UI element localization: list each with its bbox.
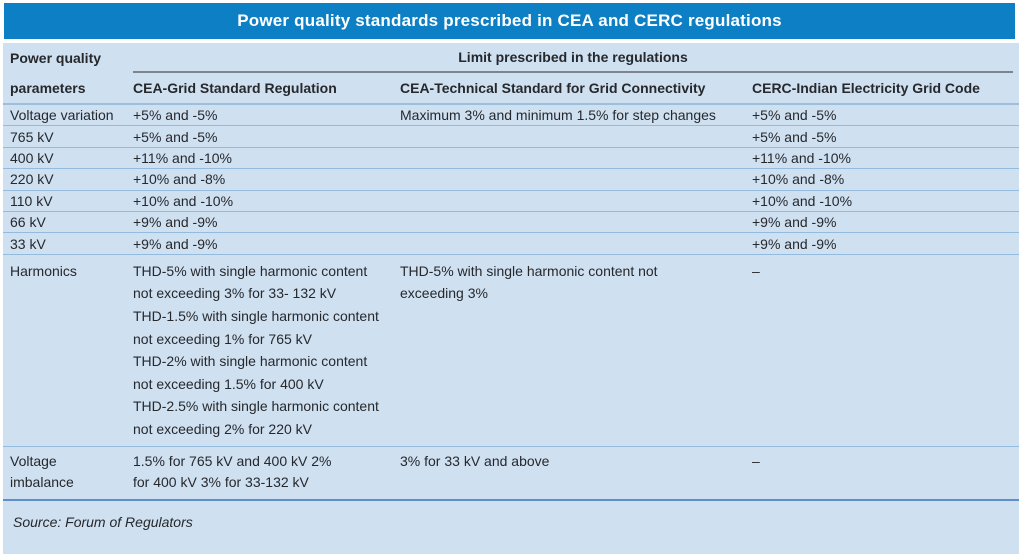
header-param-line1: Power quality bbox=[10, 50, 102, 66]
cell-cea-technical: Maximum 3% and minimum 1.5% for step cha… bbox=[400, 107, 716, 124]
table-row-voltage-variation: Voltage variation +5% and -5% Maximum 3%… bbox=[3, 105, 1019, 127]
header-param-line2: parameters bbox=[10, 80, 86, 96]
cell-cerc: – bbox=[752, 262, 760, 279]
header-row-top: Power quality Limit prescribed in the re… bbox=[3, 43, 1019, 73]
cell-cerc: +9% and -9% bbox=[752, 214, 837, 231]
table-row-400kv: 400 kV +11% and -10% +11% and -10% bbox=[3, 148, 1019, 170]
cell-cerc: +9% and -9% bbox=[752, 235, 837, 252]
table-row-765kv: 765 kV +5% and -5% +5% and -5% bbox=[3, 126, 1019, 148]
cell-cea-grid: +5% and -5% bbox=[133, 128, 218, 145]
cell-cea-grid: +10% and -10% bbox=[133, 192, 234, 209]
cell-cerc: – bbox=[752, 453, 760, 470]
table-row-220kv: 220 kV +10% and -8% +10% and -8% bbox=[3, 169, 1019, 191]
source-note: Source: Forum of Regulators bbox=[13, 514, 193, 531]
cell-cerc: +11% and -10% bbox=[752, 149, 851, 166]
cell-cerc: +5% and -5% bbox=[752, 128, 837, 145]
cell-cea-technical: THD-5% with single harmonic content not … bbox=[400, 262, 658, 302]
cell-cea-technical bbox=[400, 169, 752, 189]
row-param: 765 kV bbox=[10, 128, 54, 145]
row-param: 400 kV bbox=[10, 149, 54, 166]
row-param: Voltage imbalance bbox=[10, 453, 74, 491]
cell-cea-technical: 3% for 33 kV and above bbox=[400, 453, 550, 470]
table-row-voltage-imbalance: Voltage imbalance 1.5% for 765 kV and 40… bbox=[3, 447, 1019, 502]
cell-cea-grid: 1.5% for 765 kV and 400 kV 2% for 400 kV… bbox=[133, 453, 332, 491]
cell-cerc: +5% and -5% bbox=[752, 107, 837, 124]
title-bar: Power quality standards prescribed in CE… bbox=[4, 3, 1015, 39]
cell-cea-technical bbox=[400, 212, 752, 232]
page-title: Power quality standards prescribed in CE… bbox=[237, 11, 782, 30]
table-row-harmonics: Harmonics THD-5% with single harmonic co… bbox=[3, 255, 1019, 448]
column-header-cerc: CERC-Indian Electricity Grid Code bbox=[752, 80, 980, 96]
cell-cea-grid: +9% and -9% bbox=[133, 235, 218, 252]
cell-cea-technical bbox=[400, 191, 752, 211]
table: Power quality Limit prescribed in the re… bbox=[3, 43, 1019, 554]
cell-cerc: +10% and -8% bbox=[752, 171, 845, 188]
table-row-33kv: 33 kV +9% and -9% +9% and -9% bbox=[3, 233, 1019, 255]
header-limit-span: Limit prescribed in the regulations bbox=[133, 43, 1013, 73]
cell-cea-grid: +10% and -8% bbox=[133, 171, 226, 188]
cell-cea-technical bbox=[400, 126, 752, 146]
header-row-columns: parameters CEA-Grid Standard Regulation … bbox=[3, 73, 1019, 105]
row-param: 110 kV bbox=[10, 192, 53, 209]
row-param: 66 kV bbox=[10, 214, 46, 231]
table-row-110kv: 110 kV +10% and -10% +10% and -10% bbox=[3, 191, 1019, 212]
cell-cerc: +10% and -10% bbox=[752, 192, 853, 209]
cell-cea-technical bbox=[400, 148, 752, 168]
cell-cea-grid: +5% and -5% bbox=[133, 107, 218, 124]
cell-cea-grid: +11% and -10% bbox=[133, 149, 232, 166]
cell-cea-grid: +9% and -9% bbox=[133, 214, 218, 231]
cell-cea-grid: THD-5% with single harmonic content not … bbox=[133, 262, 379, 437]
row-param: 33 kV bbox=[10, 235, 46, 252]
table-row-66kv: 66 kV +9% and -9% +9% and -9% bbox=[3, 212, 1019, 234]
column-header-cea-technical: CEA-Technical Standard for Grid Connecti… bbox=[400, 80, 706, 96]
row-param: 220 kV bbox=[10, 171, 54, 188]
column-header-cea-grid: CEA-Grid Standard Regulation bbox=[133, 80, 337, 96]
row-param: Voltage variation bbox=[10, 107, 114, 124]
row-param: Harmonics bbox=[10, 262, 77, 279]
cell-cea-technical bbox=[400, 233, 752, 253]
